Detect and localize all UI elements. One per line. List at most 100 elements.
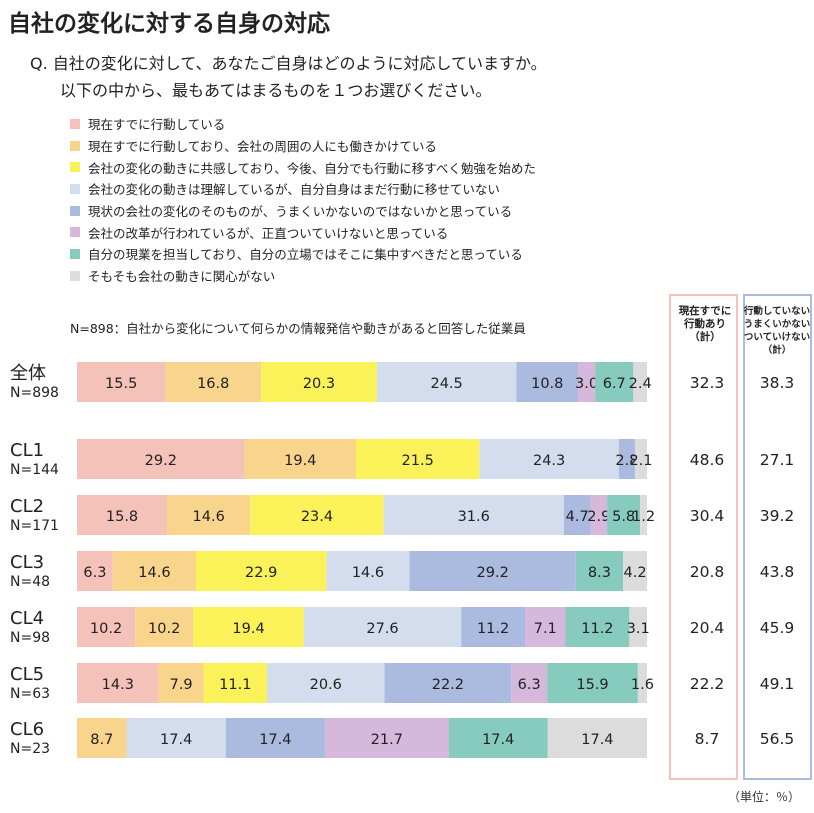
data-label: 20.3 xyxy=(303,376,335,392)
legend: 現在すでに行動している現在すでに行動しており、会社の周囲の人にも働きかけている会… xyxy=(70,113,536,287)
bar-segment xyxy=(448,718,548,758)
bar-segment xyxy=(618,439,635,479)
data-label: 2.1 xyxy=(629,453,652,469)
data-label: 3.1 xyxy=(627,621,650,637)
row-label: CL4 xyxy=(10,608,44,629)
bar-segment xyxy=(77,495,168,535)
summary-value-acting: 20.4 xyxy=(690,619,725,637)
data-label: 20.6 xyxy=(310,677,342,693)
legend-label: そもそも会社の動きに関心がない xyxy=(88,269,276,285)
bar-segment xyxy=(547,663,638,703)
summary-value-not-acting: 27.1 xyxy=(760,451,795,469)
data-label: 1.2 xyxy=(632,509,655,525)
row-label: 全体 xyxy=(10,363,46,384)
legend-swatch xyxy=(70,248,80,259)
legend-label: 会社の変化の動きは理解しているが、自分自身はまだ行動に移せていない xyxy=(88,182,500,198)
bar-segment xyxy=(479,439,619,479)
data-label: 14.6 xyxy=(138,565,170,581)
legend-swatch xyxy=(70,140,80,151)
summary-value-acting: 20.8 xyxy=(690,563,725,581)
data-label: 3.0 xyxy=(575,376,598,392)
legend-swatch xyxy=(70,205,80,216)
legend-swatch xyxy=(70,162,80,173)
bar-segment xyxy=(590,495,608,535)
summary-value-not-acting: 49.1 xyxy=(760,675,795,693)
bar-segment xyxy=(355,439,480,479)
data-label: 15.9 xyxy=(576,677,608,693)
legend-item: 現状の会社の変化のそのものが、うまくいかないのではないかと思っている xyxy=(70,200,536,222)
bar-segment xyxy=(326,551,410,591)
data-label: 10.2 xyxy=(90,621,122,637)
summary-value-not-acting: 39.2 xyxy=(760,507,795,525)
bar-segment xyxy=(77,718,127,758)
page-title: 自社の変化に対する自身の対応 xyxy=(8,11,330,37)
summary-value-acting: 48.6 xyxy=(690,451,725,469)
bar-segment xyxy=(158,663,204,703)
bar-segment xyxy=(261,362,377,402)
bar-segment xyxy=(77,439,245,479)
bar-segment xyxy=(196,551,327,591)
data-label: 7.9 xyxy=(170,677,193,693)
row-n-label: N=48 xyxy=(10,574,50,590)
summary-value-not-acting: 56.5 xyxy=(760,730,795,748)
data-label: 2.8 xyxy=(615,453,638,469)
bar-segment xyxy=(126,718,226,758)
legend-label: 現状の会社の変化のそのものが、うまくいかないのではないかと思っている xyxy=(88,204,513,220)
row-label: CL1 xyxy=(10,440,44,461)
data-label: 8.7 xyxy=(90,732,113,748)
legend-item: 現在すでに行動している xyxy=(70,113,536,135)
legend-item: 会社の変化の動きは理解しているが、自分自身はまだ行動に移せていない xyxy=(70,178,536,200)
bar-segment xyxy=(409,551,576,591)
bar-segment xyxy=(135,607,194,647)
summary-box-not-acting xyxy=(743,294,812,780)
question-line-1: Q. 自社の変化に対して、あなたご自身はどのように対応していますか。 xyxy=(30,54,547,73)
legend-item: そもそも会社の動きに関心がない xyxy=(70,265,536,287)
summary-header-acting: （計） xyxy=(689,330,721,343)
data-label: 29.2 xyxy=(477,565,509,581)
bar-segment xyxy=(77,551,113,591)
legend-swatch xyxy=(70,118,80,129)
summary-value-not-acting: 45.9 xyxy=(760,619,795,637)
row-label: CL6 xyxy=(10,719,44,740)
data-label: 11.1 xyxy=(219,677,251,693)
bar-segment xyxy=(565,607,630,647)
data-label: 24.3 xyxy=(533,453,565,469)
row-n-label: N=63 xyxy=(10,686,50,702)
bar-segment xyxy=(77,607,136,647)
bar-segment xyxy=(167,495,251,535)
legend-label: 現在すでに行動しており、会社の周囲の人にも働きかけている xyxy=(88,139,437,155)
legend-item: 現在すでに行動しており、会社の周囲の人にも働きかけている xyxy=(70,135,536,157)
bar-segment xyxy=(634,439,647,479)
row-label: CL5 xyxy=(10,664,44,685)
bar-segment xyxy=(376,362,517,402)
bar-segment xyxy=(525,607,566,647)
data-label: 4.7 xyxy=(566,509,589,525)
data-label: 11.2 xyxy=(477,621,509,637)
data-label: 10.2 xyxy=(148,621,180,637)
bar-segment xyxy=(640,495,647,535)
bar-segment xyxy=(250,495,384,535)
data-label: 31.6 xyxy=(458,509,490,525)
bar-segment xyxy=(607,495,641,535)
data-label: 14.6 xyxy=(352,565,384,581)
summary-header-not-acting: 行動していない xyxy=(743,305,810,317)
bar-segment xyxy=(516,362,579,402)
bar-segment xyxy=(193,607,304,647)
data-label: 17.4 xyxy=(160,732,192,748)
summary-header-acting: 現在すでに xyxy=(679,304,732,317)
bar-segment xyxy=(77,663,159,703)
summary-value-acting: 22.2 xyxy=(690,675,725,693)
data-label: 16.8 xyxy=(197,376,229,392)
data-label: 4.2 xyxy=(624,565,647,581)
summary-value-not-acting: 43.8 xyxy=(760,563,795,581)
legend-swatch xyxy=(70,227,80,238)
data-label: 15.5 xyxy=(105,376,137,392)
data-label: 19.4 xyxy=(232,621,264,637)
legend-swatch xyxy=(70,183,80,194)
data-label: 17.4 xyxy=(482,732,514,748)
data-label: 29.2 xyxy=(145,453,177,469)
bar-segment xyxy=(547,718,647,758)
data-label: 5.8 xyxy=(612,509,635,525)
data-label: 14.3 xyxy=(102,677,134,693)
summary-value-acting: 32.3 xyxy=(690,374,725,392)
